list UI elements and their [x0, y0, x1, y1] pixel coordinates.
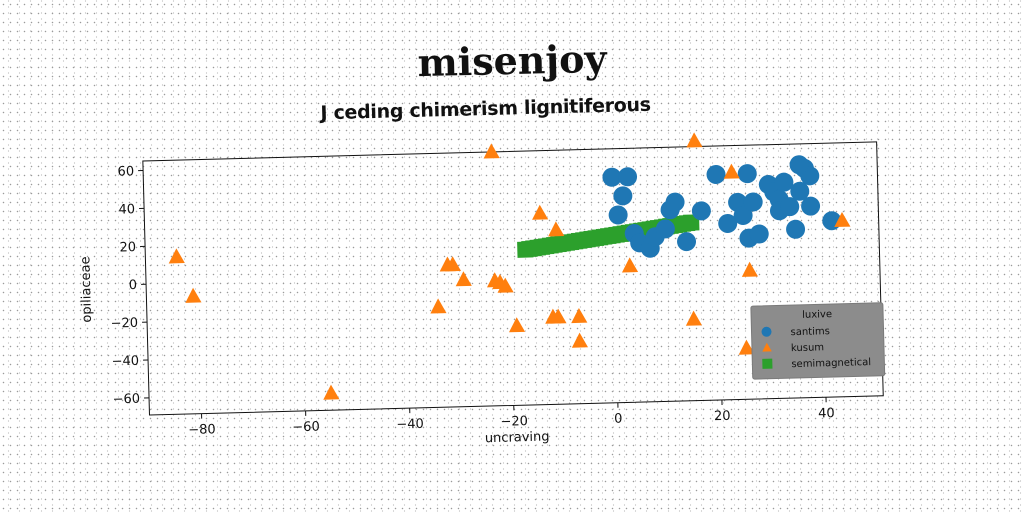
kusum-point: [741, 261, 759, 277]
x-tick-label: −20: [500, 414, 528, 430]
santims-point: [749, 224, 769, 244]
santims-point: [706, 164, 726, 184]
legend-marker: [762, 358, 773, 369]
santims-point: [737, 164, 757, 184]
kusum-point: [738, 339, 755, 355]
y-tick-label: 40: [118, 202, 135, 217]
kusum-point: [168, 248, 185, 264]
kusum-point: [444, 256, 462, 272]
legend-label: semimagnetical: [791, 357, 871, 370]
santims-point: [786, 219, 806, 239]
kusum-point: [323, 384, 340, 400]
y-tick-label: −40: [111, 354, 139, 370]
x-tick-label: 40: [818, 406, 835, 421]
y-tick-label: 60: [117, 164, 134, 179]
kusum-point: [483, 143, 500, 159]
kusum-point: [532, 204, 549, 220]
kusum-point: [834, 211, 851, 228]
kusum-point: [621, 257, 639, 273]
santims-point: [602, 167, 622, 187]
santims-point: [801, 196, 821, 216]
kusum-point: [686, 132, 703, 148]
kusum-point: [571, 307, 588, 324]
kusum-point: [508, 317, 526, 333]
y-tick-label: 20: [119, 240, 136, 255]
semimagnetical-point: [683, 214, 700, 231]
santims-point: [789, 155, 809, 175]
kusum-point: [571, 332, 589, 348]
kusum-point: [430, 298, 447, 314]
y-tick-label: −20: [110, 316, 138, 332]
x-tick-label: −60: [292, 420, 320, 436]
figure: J ceding chimerism lignitiferous −60 −40−…: [55, 81, 924, 473]
x-tick-label: 20: [714, 409, 731, 424]
x-axis: −80 −60 −40 −20 0 20 40: [188, 397, 835, 438]
santims-point: [774, 172, 794, 192]
y-axis-title: opiliaceae: [78, 256, 95, 322]
santims-point: [665, 192, 685, 212]
santims-point: [613, 186, 633, 206]
legend-marker: [761, 326, 772, 337]
santims-point: [743, 192, 763, 212]
santims-point: [655, 219, 675, 239]
kusum-point: [548, 221, 565, 237]
santims-point: [691, 201, 711, 221]
plot-frame: [142, 141, 884, 416]
santims-point: [618, 167, 638, 187]
santims-point: [780, 197, 800, 217]
legend-label: kusum: [791, 342, 824, 354]
santims-point: [790, 181, 810, 201]
legend-marker: [762, 342, 772, 352]
santims-point: [733, 205, 753, 225]
kusum-point: [550, 308, 567, 324]
y-tick-label: 0: [129, 278, 138, 293]
legend: luxive santims kusum semimagnetical: [750, 302, 886, 380]
legend-label: santims: [790, 326, 830, 338]
y-axis: −60 −40 −20 0 20 40 60: [110, 164, 150, 408]
x-tick-label: −80: [188, 422, 216, 438]
x-tick-label: 0: [614, 412, 623, 427]
kusum-point: [455, 271, 472, 287]
legend-title: luxive: [802, 309, 832, 321]
legend-box: [750, 302, 886, 380]
santims-point: [718, 213, 738, 233]
data-marks: [168, 132, 851, 400]
kusum-point: [723, 163, 740, 179]
x-axis-title: uncraving: [485, 429, 550, 446]
scatter-plot: −60 −40 −20 0 20 40 60 −80 −60 −40 −20 0 20 40 uncra…: [78, 132, 886, 446]
x-tick-label: −40: [396, 417, 424, 433]
santims-point: [608, 205, 628, 225]
kusum-point: [497, 277, 514, 293]
santims-point: [677, 232, 697, 252]
kusum-point: [185, 287, 202, 303]
kusum-point: [685, 310, 703, 326]
y-tick-label: −60: [112, 392, 140, 408]
